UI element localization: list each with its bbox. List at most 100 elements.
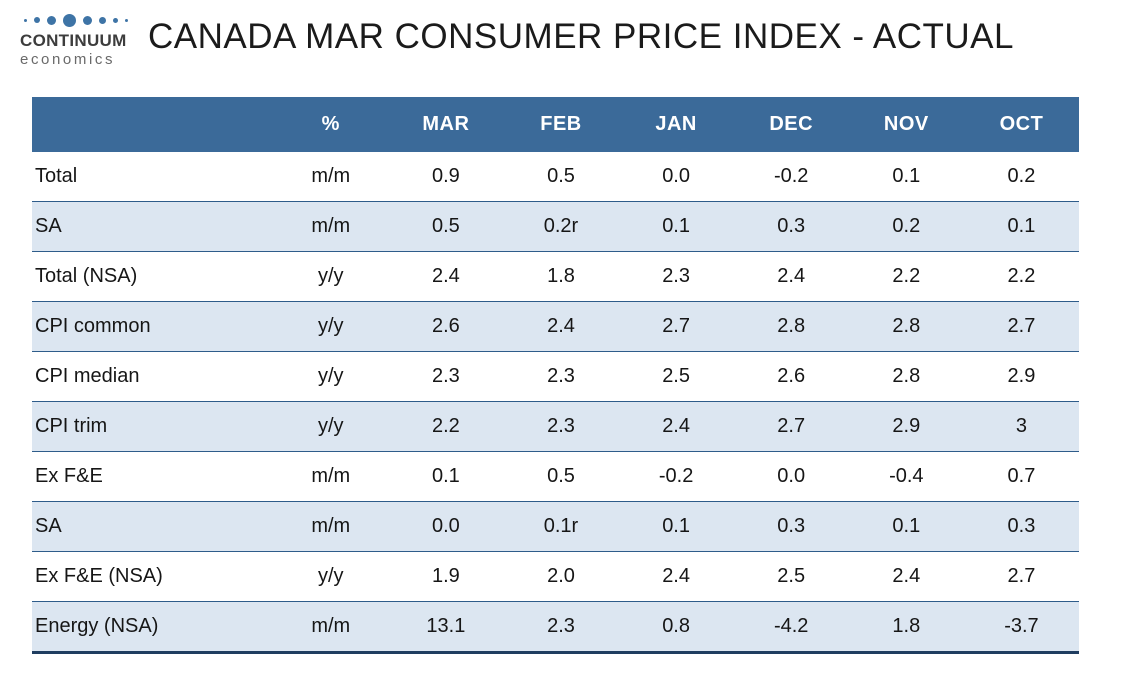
value-cell: -0.2: [773, 165, 809, 187]
row-label-cell: SA: [35, 215, 62, 237]
logo-dot: [113, 17, 118, 23]
value-cell: 0.0: [777, 465, 806, 487]
value-cell: -3.7: [1004, 615, 1039, 637]
value-cell: 0.8: [662, 615, 690, 637]
value-cell: 3: [1015, 415, 1027, 437]
row-label-cell: Energy (NSA): [35, 615, 159, 637]
logo-dot: [47, 15, 56, 25]
value-cell: -0.4: [889, 465, 924, 487]
row-label-cell: Ex F&E: [35, 465, 103, 487]
header-cell-blank: [32, 97, 274, 152]
value-cell: 0.1: [662, 515, 690, 537]
value-cell: 0.1: [662, 215, 690, 237]
logo-brand: CONTINUUM: [20, 31, 127, 50]
value-cell: 2.3: [431, 365, 460, 387]
table-row: Total m/m 0.9 0.5 0.0 -0.2 0.1 0.2: [32, 152, 1079, 202]
logo-subtitle: economics: [20, 51, 116, 68]
unit-cell: y/y: [317, 315, 344, 337]
value-cell: 2.2: [431, 415, 460, 437]
value-cell: 2.3: [547, 365, 575, 387]
value-cell: 2.7: [777, 415, 806, 437]
header-cell-feb: FEB: [503, 97, 619, 152]
unit-cell: y/y: [317, 565, 344, 587]
table-header-row: % MAR FEB JAN DEC NOV OCT: [32, 97, 1079, 152]
unit-cell: y/y: [317, 265, 344, 287]
value-cell: 0.3: [777, 215, 806, 237]
value-cell: 2.4: [777, 265, 806, 287]
table-row: CPI common y/y 2.6 2.4 2.7 2.8 2.8 2.7: [32, 301, 1079, 352]
value-cell: 2.2: [892, 265, 921, 287]
value-cell: 0.1: [1007, 215, 1036, 237]
value-cell: 1.9: [431, 565, 460, 587]
cpi-table-body: Total m/m 0.9 0.5 0.0 -0.2 0.1 0.2 SA m/m 0.5 0.2r 0…: [32, 152, 1079, 653]
row-label-cell: Ex F&E (NSA): [35, 565, 163, 587]
continuum-logo: CONTINUUM economics: [20, 10, 138, 67]
value-cell: 2.4: [662, 415, 690, 437]
value-cell: 0.2: [892, 215, 921, 237]
table-row: Ex F&E (NSA) y/y 1.9 2.0 2.4 2.5 2.4 2.7: [32, 551, 1079, 602]
value-cell: 0.2r: [543, 215, 579, 237]
header-cell-oct: OCT: [963, 97, 1079, 152]
value-cell: 0.1: [431, 465, 460, 487]
value-cell: 2.7: [662, 315, 690, 337]
value-cell: 2.4: [662, 565, 690, 587]
value-cell: 2.6: [431, 315, 460, 337]
row-label-cell: CPI median: [35, 365, 140, 387]
logo-dot: [24, 18, 27, 22]
value-cell: 0.5: [547, 165, 575, 187]
value-cell: 2.5: [777, 565, 806, 587]
value-cell: 2.4: [547, 315, 575, 337]
unit-cell: m/m: [311, 215, 351, 237]
header-cell-mar: MAR: [388, 97, 504, 152]
table-row: SA m/m 0.0 0.1r 0.1 0.3 0.1 0.3: [32, 501, 1079, 552]
row-label-cell: CPI trim: [35, 415, 108, 437]
table-row: CPI median y/y 2.3 2.3 2.5 2.6 2.8 2.9: [32, 351, 1079, 402]
table-row: Total (NSA) y/y 2.4 1.8 2.3 2.4 2.2 2.2: [32, 251, 1079, 302]
row-label-cell: Total (NSA): [35, 265, 138, 287]
value-cell: 2.6: [777, 365, 806, 387]
unit-cell: m/m: [311, 165, 351, 187]
value-cell: 2.4: [431, 265, 460, 287]
value-cell: 2.8: [777, 315, 806, 337]
logo-dot: [63, 13, 76, 27]
value-cell: 2.5: [662, 365, 690, 387]
value-cell: 2.7: [1007, 315, 1036, 337]
value-cell: 0.9: [431, 165, 460, 187]
value-cell: 0.0: [431, 515, 460, 537]
header-cell-nov: NOV: [848, 97, 964, 152]
logo-dot: [99, 16, 106, 24]
unit-cell: m/m: [311, 515, 351, 537]
value-cell: 1.8: [547, 265, 575, 287]
header-cell-pct: %: [273, 97, 389, 152]
value-cell: 0.1: [892, 515, 921, 537]
logo-dot: [83, 15, 92, 25]
page-title: CANADA MAR CONSUMER PRICE INDEX - ACTUAL: [148, 17, 1014, 56]
value-cell: 0.0: [662, 165, 690, 187]
value-cell: 2.2: [1007, 265, 1036, 287]
unit-cell: m/m: [311, 615, 351, 637]
row-label-cell: SA: [35, 515, 62, 537]
header-cell-jan: JAN: [618, 97, 734, 152]
value-cell: 13.1: [426, 615, 466, 637]
table-row: Ex F&E m/m 0.1 0.5 -0.2 0.0 -0.4 0.7: [32, 451, 1079, 502]
unit-cell: y/y: [317, 415, 344, 437]
unit-cell: y/y: [317, 365, 344, 387]
value-cell: 2.3: [547, 615, 575, 637]
value-cell: -4.2: [773, 615, 809, 637]
value-cell: 0.2: [1007, 165, 1036, 187]
row-label-cell: Total: [35, 165, 78, 187]
value-cell: 2.9: [1007, 365, 1036, 387]
value-cell: 2.4: [892, 565, 921, 587]
value-cell: -0.2: [658, 465, 694, 487]
value-cell: 2.8: [892, 315, 921, 337]
unit-cell: m/m: [311, 465, 351, 487]
value-cell: 0.7: [1007, 465, 1036, 487]
value-cell: 2.3: [547, 415, 575, 437]
value-cell: 2.8: [892, 365, 921, 387]
header-cell-dec: DEC: [733, 97, 849, 152]
value-cell: 0.5: [431, 215, 460, 237]
value-cell: 0.3: [1007, 515, 1036, 537]
value-cell: 2.9: [892, 415, 921, 437]
value-cell: 2.7: [1007, 565, 1036, 587]
